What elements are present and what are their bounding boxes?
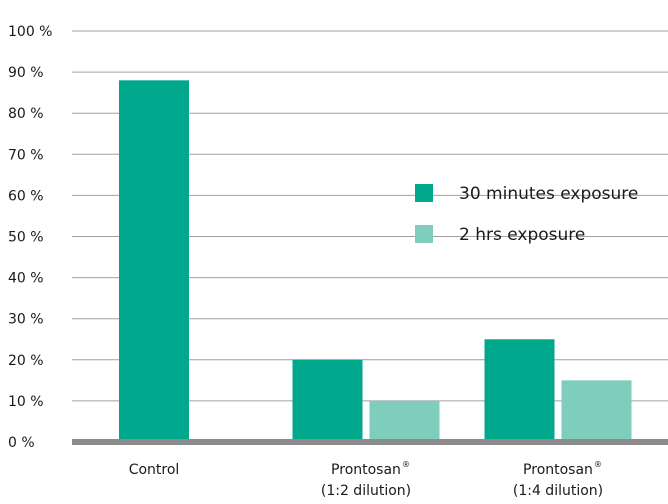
y-tick-label: 50 % [8, 230, 44, 246]
registered-trademark-mark: ® [594, 460, 602, 469]
y-tick-label: 30 % [8, 312, 44, 328]
legend-label: 2 hrs exposure [459, 225, 585, 245]
x-axis-baseline [72, 439, 668, 445]
y-tick-label: 20 % [8, 353, 44, 369]
x-axis-category-labels: Control Prontosan ®(1:2 dilution)Prontosan… [129, 460, 603, 499]
bar-2hrs-2 [561, 380, 632, 442]
registered-trademark-mark: ® [402, 460, 410, 469]
y-tick-label: 90 % [8, 65, 44, 81]
legend-swatch-30min [415, 184, 433, 202]
category-label: (1:4 dilution) [513, 483, 603, 499]
legend-swatch-2hrs [415, 225, 433, 243]
y-tick-label: 60 % [8, 188, 44, 204]
category-label: Control [129, 462, 180, 478]
y-tick-label: 80 % [8, 106, 44, 122]
x-axis-baseline-bar [72, 439, 668, 445]
bar-30min-2 [484, 339, 555, 442]
legend: 30 minutes exposure 2 hrs exposure [415, 184, 638, 245]
bar-2hrs-1 [369, 400, 440, 442]
y-tick-label: 40 % [8, 271, 44, 287]
category-label: (1:2 dilution) [321, 483, 411, 499]
y-tick-label: 0 % [8, 435, 35, 451]
category-label: Prontosan [523, 462, 593, 478]
bar-30min-1 [292, 359, 363, 442]
y-tick-label: 10 % [8, 394, 44, 410]
y-tick-label: 100 % [8, 24, 52, 40]
bar-30min-0 [119, 80, 189, 442]
category-label: Prontosan [331, 462, 401, 478]
legend-label: 30 minutes exposure [459, 184, 638, 204]
y-axis-tick-labels: 0 % 10 % 20 % 30 % 40 % 50 % 60 % 70 % 80 % 90 % 1… [8, 24, 52, 451]
y-tick-label: 70 % [8, 147, 44, 163]
bars [119, 80, 632, 442]
